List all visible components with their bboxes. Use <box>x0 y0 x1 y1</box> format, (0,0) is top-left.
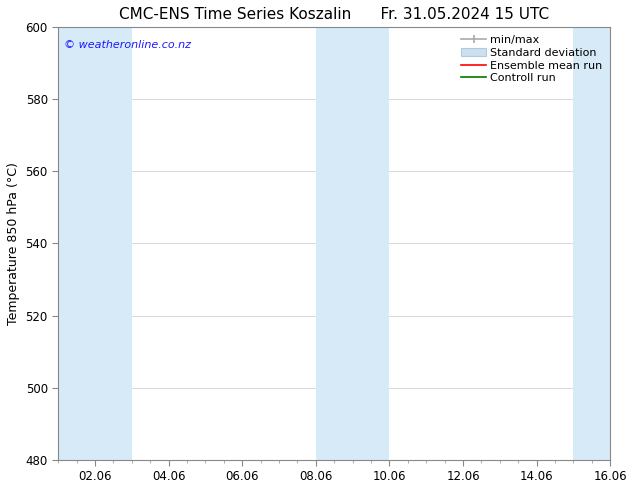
Text: © weatheronline.co.nz: © weatheronline.co.nz <box>63 40 191 50</box>
Bar <box>316 27 389 460</box>
Bar <box>58 27 132 460</box>
Legend: min/max, Standard deviation, Ensemble mean run, Controll run: min/max, Standard deviation, Ensemble me… <box>457 30 607 88</box>
Bar <box>573 27 611 460</box>
Y-axis label: Temperature 850 hPa (°C): Temperature 850 hPa (°C) <box>7 162 20 325</box>
Title: CMC-ENS Time Series Koszalin      Fr. 31.05.2024 15 UTC: CMC-ENS Time Series Koszalin Fr. 31.05.2… <box>119 7 549 22</box>
